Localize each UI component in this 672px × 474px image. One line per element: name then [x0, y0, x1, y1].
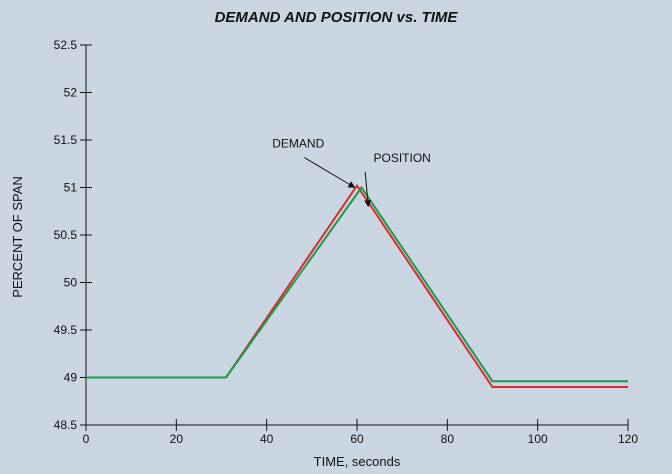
x-tick-label: 80: [441, 432, 455, 446]
series-line-demand: [86, 183, 628, 388]
x-tick-label: 120: [618, 432, 638, 446]
x-tick-label: 100: [528, 432, 548, 446]
y-tick-label: 51: [64, 181, 78, 195]
x-tick-label: 60: [350, 432, 364, 446]
annotation-arrow: [364, 171, 372, 208]
y-tick-label: 52.5: [54, 38, 78, 52]
y-axis-label: PERCENT OF SPAN: [10, 176, 25, 298]
y-tick-label: 50.5: [54, 228, 78, 242]
x-axis: 0 20 40 60 80 100 120: [83, 419, 638, 446]
y-tick-label: 50: [64, 276, 78, 290]
y-tick-label: 48.5: [54, 418, 78, 432]
series-layer: [86, 183, 628, 388]
annotation-label: POSITION: [373, 151, 430, 165]
y-tick-label: 52: [64, 86, 78, 100]
y-axis: 48.5 49 49.5 50 50.5 51 51.5 52 52.5: [54, 38, 92, 432]
x-tick-label: 0: [83, 432, 90, 446]
chart-title: DEMAND AND POSITION vs. TIME: [215, 9, 459, 26]
x-tick-label: 40: [260, 432, 274, 446]
annotation-arrow: [304, 157, 356, 188]
series-line-position: [86, 185, 628, 383]
y-tick-label: 49.5: [54, 323, 78, 337]
y-tick-label: 49: [64, 371, 78, 385]
x-tick-label: 20: [170, 432, 184, 446]
y-tick-label: 51.5: [54, 133, 78, 147]
x-axis-label: TIME, seconds: [314, 454, 401, 469]
annotation-layer: DEMAND POSITION: [272, 137, 431, 208]
annotation-label: DEMAND: [272, 137, 324, 151]
